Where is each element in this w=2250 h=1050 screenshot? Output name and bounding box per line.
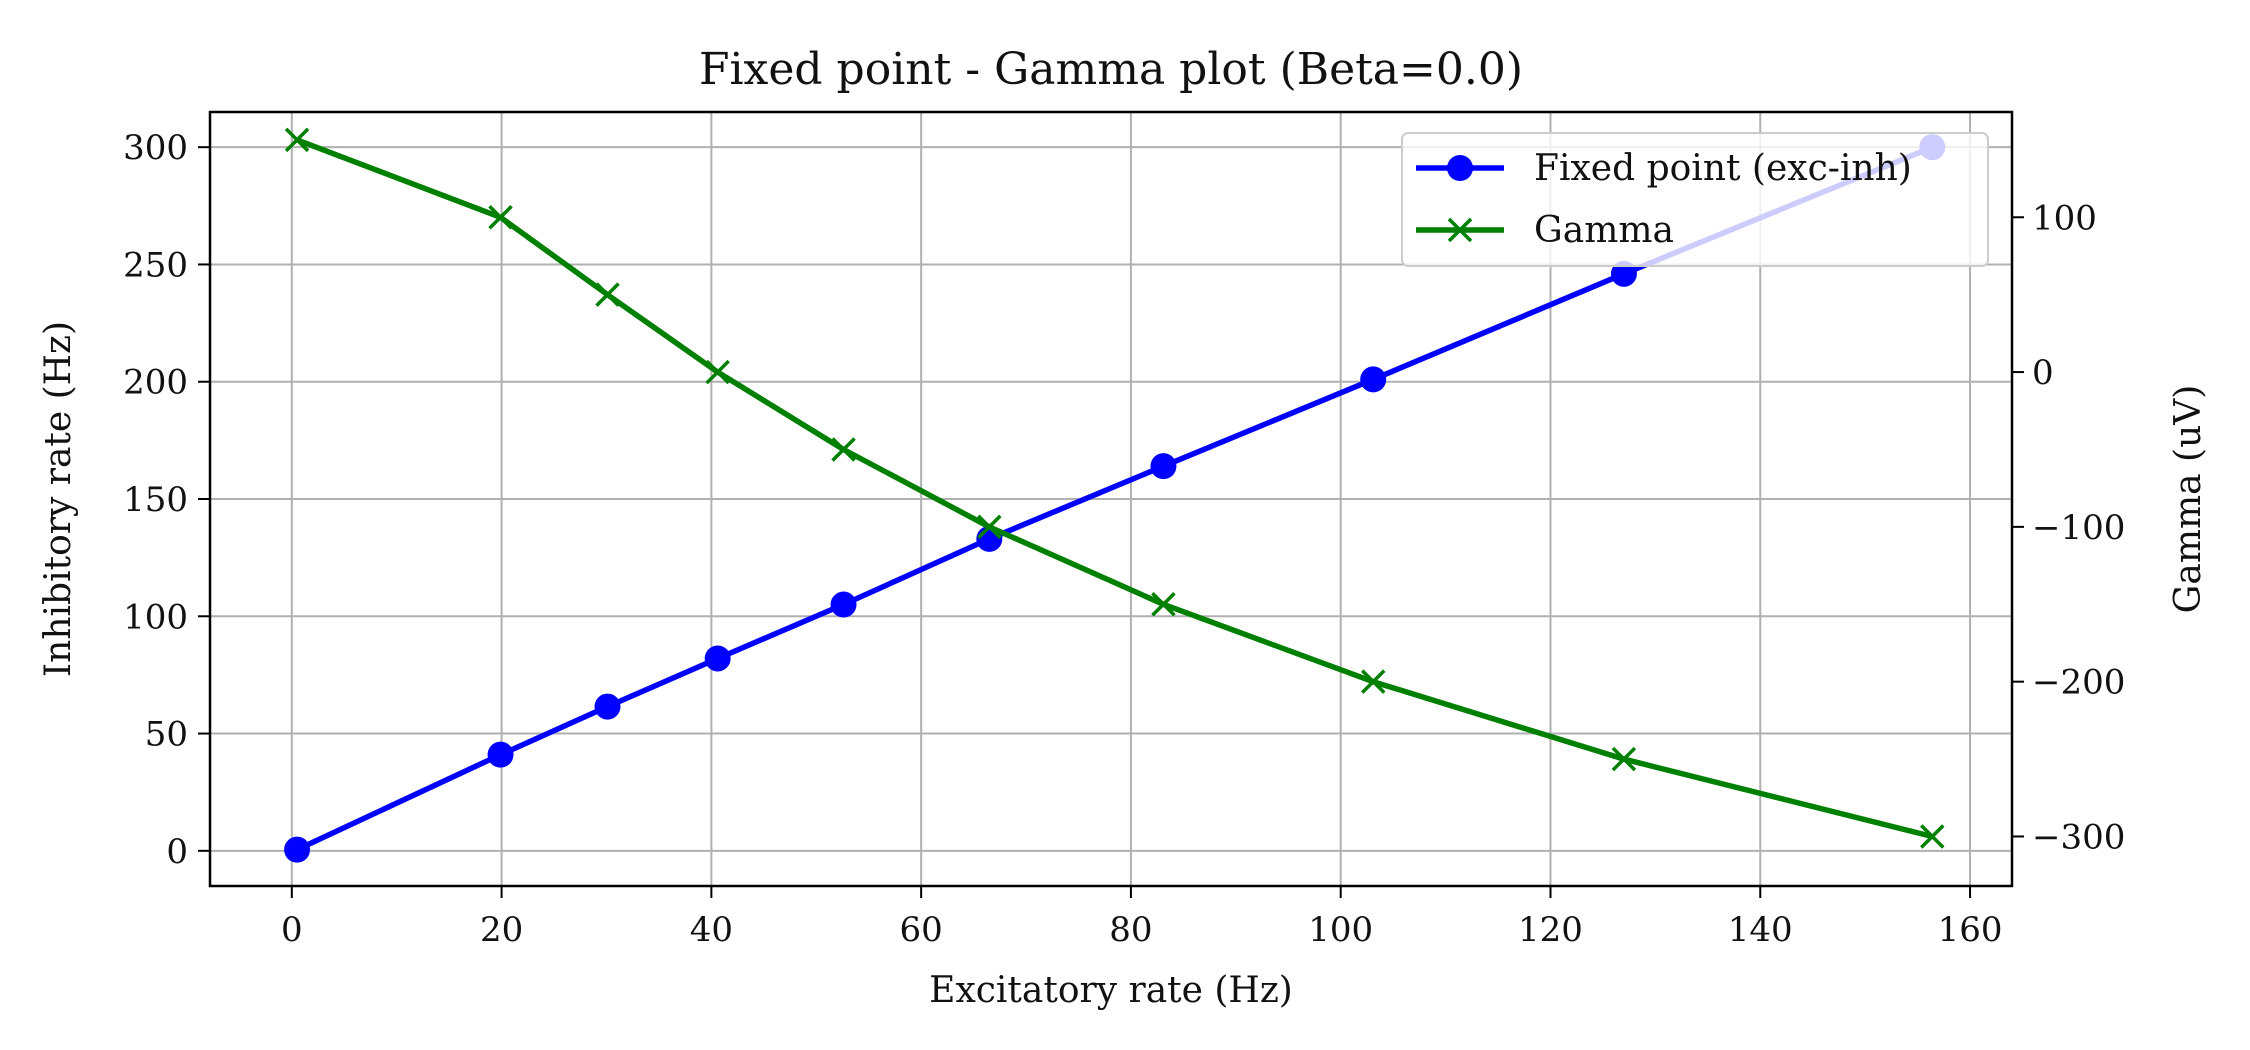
x-tick-label: 60 [900,910,943,950]
y-tick-label: 200 [123,363,188,403]
x-tick-label: 20 [480,910,523,950]
y-tick-label: 150 [123,480,188,520]
x-tick-label: 100 [1308,910,1373,950]
data-point [977,514,1002,540]
y-tick-label: 250 [123,245,188,285]
y2-tick-label: −200 [2032,663,2125,703]
data-point [487,741,514,768]
x-tick-label: 0 [281,910,303,950]
y-tick-label: 300 [123,128,188,168]
series-line-1 [296,137,1933,840]
legend-entry: Fixed point (exc-inh) [1416,148,1912,189]
y2-axis-label: Gamma (uV) [2168,385,2209,614]
legend: Fixed point (exc-inh) Gamma [1401,132,1989,267]
y-tick-label: 0 [166,832,188,872]
data-point [1151,592,1176,617]
y2-tick-label: 0 [2032,353,2054,393]
data-point [1360,366,1387,393]
data-point [284,836,311,863]
legend-entry: Gamma [1416,210,1674,251]
y2-tick-label: −100 [2032,508,2125,548]
data-point [595,282,620,307]
series-layer [284,127,1946,863]
data-point [1610,260,1637,287]
x-tick-label: 80 [1109,910,1152,950]
legend-box [1401,132,1989,267]
data-point [594,693,621,720]
chart-title: Fixed point - Gamma plot (Beta=0.0) [699,44,1523,95]
data-point [1150,453,1177,480]
y2-tick-label: 100 [2032,198,2097,238]
y-axis-label: Inhibitory rate (Hz) [38,321,79,677]
ticks: 0 20 40 60 80 100 120 140 160 0 50 100 150 200 250 300 1… [123,128,2125,950]
x-axis-label: Excitatory rate (Hz) [929,970,1293,1011]
legend-label: Fixed point (exc-inh) [1534,148,1912,189]
y2-tick-label: −300 [2032,817,2125,857]
x-tick-label: 40 [690,910,733,950]
data-point [1920,824,1945,849]
data-point [705,359,730,385]
series-line-0 [295,144,1934,853]
data-point [830,591,857,618]
x-tick-label: 120 [1518,910,1583,950]
data-point [488,205,513,230]
data-point [831,437,856,462]
y-tick-label: 50 [145,715,188,755]
x-tick-label: 140 [1728,910,1793,950]
x-tick-label: 160 [1938,910,2003,950]
data-point [1611,746,1637,772]
data-point [284,127,310,153]
legend-label: Gamma [1534,210,1674,251]
data-point [704,645,731,672]
y-tick-label: 100 [123,597,188,637]
data-point [1360,669,1386,694]
